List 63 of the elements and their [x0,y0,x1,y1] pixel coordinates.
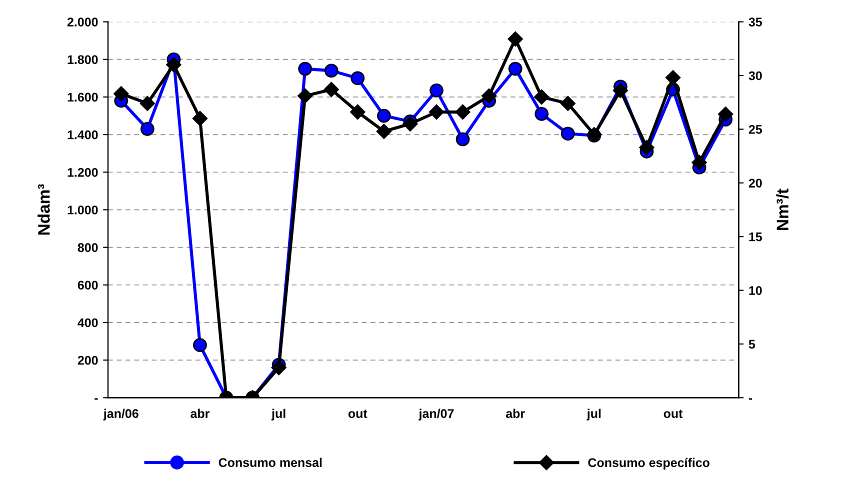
point [324,64,338,78]
point [376,124,392,139]
point [298,62,312,76]
x-tick-label: abr [506,408,525,418]
point [140,122,154,136]
point [271,360,286,376]
point [508,62,522,76]
y2-tick-label: 30 [748,71,762,80]
point [192,110,208,126]
y-tick-label: 1.800 [68,55,98,64]
point [508,31,523,47]
y-tick-label: 200 [78,356,98,365]
y2-tick-label: - [748,398,752,400]
y-tick-label: - [94,398,98,400]
y2-axis-title: Nm³/t [776,188,789,230]
point [639,140,654,156]
point [612,82,628,98]
y-tick-label: 400 [78,318,98,328]
legend-label: Consumo específico [588,458,710,470]
point [718,106,734,122]
point [560,126,575,141]
y2-tick-label: 25 [748,125,762,134]
y2-tick-label: 15 [749,232,762,242]
point [140,96,155,112]
y2-tick-label: 10 [749,286,762,295]
x-tick-label: jan/06 [103,408,138,420]
x-tick-label: out [664,410,683,418]
y-tick-label: 1.400 [68,130,98,140]
x-tick-label: jul [271,408,286,420]
point [534,106,549,121]
point [534,89,550,105]
y2-tick-label: 35 [748,18,762,26]
y-tick-label: 1.600 [68,92,98,102]
y-axis-title: Ndam³ [38,184,50,235]
legend-label: Consumo mensal [218,458,322,467]
y-tick-label: 800 [78,243,98,252]
point [456,132,470,146]
y-tick-label: 1.200 [68,168,98,177]
point [350,71,365,86]
x-tick-label: jul [586,408,601,420]
point [350,104,366,120]
point [665,70,681,86]
y-tick-label: 600 [78,280,98,290]
y-tick-label: 1.000 [68,206,98,214]
point [402,116,418,132]
x-tick-label: jan/07 [418,408,454,420]
point [692,154,707,170]
point [428,104,444,120]
y-tick-label: 2.000 [67,18,98,26]
y2-tick-label: 5 [748,340,756,349]
x-tick-label: out [348,410,368,418]
point [560,96,576,112]
y2-tick-label: 20 [748,178,762,188]
point [481,88,497,104]
point [455,104,470,120]
point [298,88,313,104]
point [430,83,444,98]
x-tick-label: abr [190,408,210,418]
point [166,57,182,72]
point [114,86,129,102]
point [376,108,391,123]
point [193,338,207,352]
point [324,82,339,98]
